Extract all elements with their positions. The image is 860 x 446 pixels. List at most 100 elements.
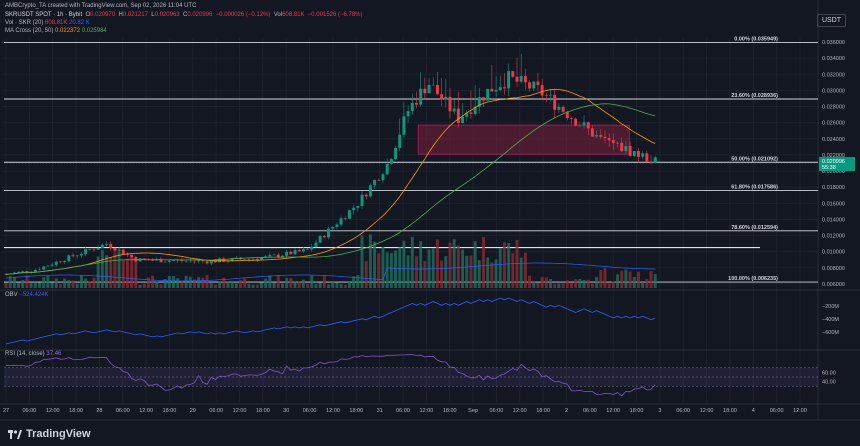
candle-body xyxy=(25,270,29,273)
time-tick-label: 06:00 xyxy=(116,408,130,414)
candle-body xyxy=(377,180,381,181)
candle-body xyxy=(628,146,632,156)
time-tick-label: 12:00 xyxy=(700,408,714,414)
obv-line xyxy=(5,297,656,345)
countdown-label: 55:38 xyxy=(822,165,836,171)
candle-body xyxy=(415,103,418,105)
price-tick-label: 0.024000 xyxy=(822,137,845,143)
candle-body xyxy=(502,87,506,89)
volume-bar xyxy=(167,275,171,288)
candle-body xyxy=(561,106,565,112)
brand-name: TradingView xyxy=(26,428,91,440)
volume-bar xyxy=(335,282,339,288)
volume-bar xyxy=(109,257,113,288)
candle-body xyxy=(586,122,590,129)
candle-body xyxy=(188,260,192,262)
ma-50-line xyxy=(5,103,656,275)
volume-bar xyxy=(71,280,75,288)
volume-bar xyxy=(347,281,351,288)
rsi-tick-label: 40.00 xyxy=(822,380,836,386)
volume-bar xyxy=(532,281,536,288)
price-tick-label: 0.032000 xyxy=(822,72,845,78)
volume-bar xyxy=(155,281,159,288)
volume-bar xyxy=(410,237,414,288)
volume-bar xyxy=(557,283,561,288)
currency-button[interactable]: USDT xyxy=(816,14,846,27)
volume-bar xyxy=(243,277,247,288)
candle-body xyxy=(318,236,322,243)
chart-grid xyxy=(0,0,860,421)
volume-bar xyxy=(163,278,167,288)
volume-bar xyxy=(352,276,356,288)
volume-bar xyxy=(184,275,188,288)
candle-body xyxy=(21,270,25,272)
candle-body xyxy=(373,180,377,186)
supply-zone-rect xyxy=(417,124,630,155)
price-tick-label: 0.010000 xyxy=(822,250,845,256)
candle-body xyxy=(306,249,310,250)
candle-body xyxy=(624,146,628,152)
candle-body xyxy=(347,210,351,219)
volume-bar xyxy=(649,271,653,288)
candle-body xyxy=(113,247,117,251)
time-tick-label: 06:00 xyxy=(209,408,223,414)
candle-body xyxy=(205,261,209,264)
volume-legend[interactable]: Vol · SKR (20) 608.81K 20.82 K xyxy=(5,20,90,26)
volume-bar xyxy=(247,283,251,288)
price-tick-label: 0.036000 xyxy=(822,40,845,46)
rsi-legend[interactable]: RSI (14, close) 37.46 xyxy=(5,351,62,357)
volume-bar xyxy=(444,256,448,288)
time-tick-label: 27 xyxy=(3,408,9,414)
time-tick-label: Sep xyxy=(468,408,478,414)
candle-body xyxy=(440,94,444,100)
candle-body xyxy=(289,251,293,255)
candle-body xyxy=(121,249,125,255)
volume-bar xyxy=(297,281,301,288)
tradingview-logo: TradingView xyxy=(8,428,91,440)
volume-bar xyxy=(327,284,330,288)
volume-bar xyxy=(456,245,460,288)
volume-bar xyxy=(632,276,636,288)
volume-bar xyxy=(306,283,310,288)
supply-zone xyxy=(417,124,630,155)
time-tick-label: 18:00 xyxy=(349,408,363,414)
candle-body xyxy=(486,88,490,101)
volume-bar xyxy=(75,283,79,288)
volume-bar xyxy=(260,282,263,288)
candle-body xyxy=(58,261,62,263)
volume-bar xyxy=(310,275,314,288)
time-tick-label: 18:00 xyxy=(723,408,737,414)
volume-bar xyxy=(448,242,452,288)
volume-bar xyxy=(58,284,62,288)
volume-bar xyxy=(628,271,632,288)
volume-bar xyxy=(205,275,209,288)
volume-bar xyxy=(389,253,393,288)
candle-body xyxy=(473,106,477,114)
candles xyxy=(4,53,657,275)
candle-body xyxy=(574,118,578,126)
candle-body xyxy=(54,261,58,265)
candle-body xyxy=(381,174,385,181)
volume-bar xyxy=(469,255,473,288)
candle-body xyxy=(385,163,389,175)
candle-body xyxy=(645,153,649,162)
candle-body xyxy=(553,94,557,110)
time-tick-label: 4 xyxy=(752,408,755,414)
ma-legend[interactable]: MA Cross (20, 50) 0.022372 0.025984 xyxy=(5,28,107,34)
candle-body xyxy=(339,218,343,225)
volume-bar xyxy=(79,275,83,288)
volume-bar xyxy=(92,277,96,288)
candle-body xyxy=(356,206,360,208)
candle-body xyxy=(331,226,335,229)
ohlc-legend[interactable]: SKRUSDT SPOT · 1h · Bybit O0.020970 H0.0… xyxy=(5,12,363,18)
obv-legend[interactable]: OBV −524.424K xyxy=(5,292,49,298)
candle-body xyxy=(247,258,251,260)
candle-body xyxy=(151,260,155,261)
volume-bar xyxy=(415,256,418,288)
candle-body xyxy=(368,185,372,197)
candle-body xyxy=(50,264,54,266)
candle-body xyxy=(243,259,247,260)
volume-bar xyxy=(616,274,620,288)
candle-body xyxy=(92,249,96,251)
